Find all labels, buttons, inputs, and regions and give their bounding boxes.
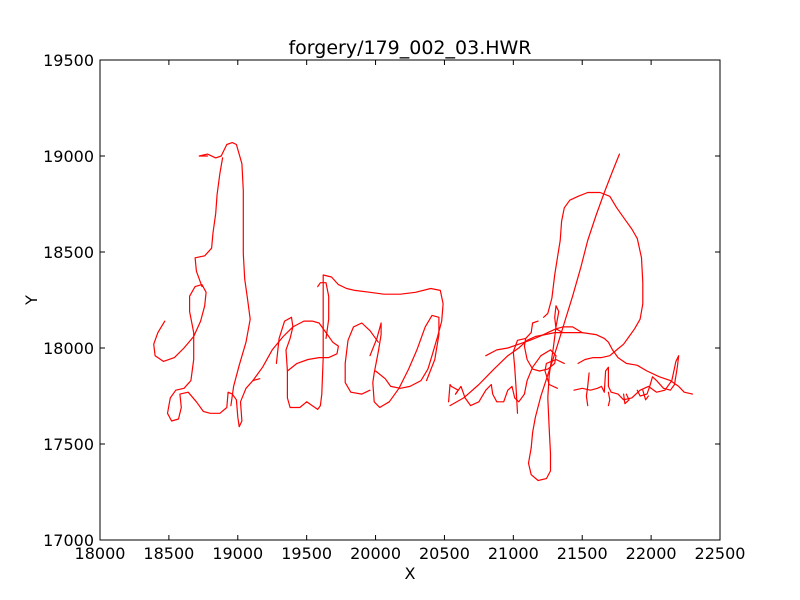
x-tick-label: 22500: [695, 544, 746, 563]
pen-stroke: [585, 372, 590, 407]
pen-stroke: [344, 322, 379, 395]
x-tick-label: 20500: [419, 544, 470, 563]
pen-stroke: [252, 320, 339, 382]
pen-stroke: [542, 191, 644, 364]
x-axis-label: X: [405, 564, 416, 583]
pen-stroke: [275, 274, 444, 410]
axes-frame: [99, 59, 721, 541]
x-tick-label: 18500: [143, 544, 194, 563]
x-axis-ticks: 18000 18500 19000 19500 20000 20500 21000 21500…: [75, 60, 746, 563]
pen-stroke: [512, 320, 539, 414]
pen-stroke: [153, 284, 261, 428]
y-tick-label: 18500: [43, 243, 94, 262]
y-tick-label: 18000: [43, 339, 94, 358]
pen-stroke: [622, 393, 630, 405]
pen-stroke: [485, 326, 583, 357]
y-tick-label: 19500: [43, 51, 94, 70]
y-tick-label: 19000: [43, 147, 94, 166]
x-tick-label: 18000: [75, 544, 126, 563]
pen-stroke: [369, 314, 440, 409]
x-tick-label: 21500: [557, 544, 608, 563]
x-tick-label: 19500: [281, 544, 332, 563]
pen-stroke: [573, 355, 680, 401]
x-tick-label: 19000: [212, 544, 263, 563]
series-layer: [153, 142, 694, 482]
y-tick-label: 17500: [43, 435, 94, 454]
pen-stroke: [317, 282, 330, 339]
pen-stroke: [449, 332, 694, 407]
plot-area: [99, 59, 721, 541]
x-tick-label: 21000: [488, 544, 539, 563]
y-axis-ticks: 17000 17500 18000 18500 19000 19500: [43, 51, 720, 550]
pen-stroke: [448, 383, 459, 403]
y-axis-label: Y: [22, 295, 41, 306]
pen-stroke: [544, 358, 565, 389]
pen-stroke: [642, 389, 650, 401]
x-tick-label: 20000: [350, 544, 401, 563]
x-tick-label: 22000: [626, 544, 677, 563]
pen-stroke: [454, 337, 557, 407]
chart-title: forgery/179_002_03.HWR: [288, 37, 531, 59]
pen-stroke: [194, 157, 224, 288]
pen-stroke: [530, 153, 621, 449]
pen-stroke: [607, 391, 611, 407]
y-tick-label: 17000: [43, 531, 94, 550]
pen-stroke: [527, 305, 564, 482]
pen-stroke: [198, 142, 251, 407]
